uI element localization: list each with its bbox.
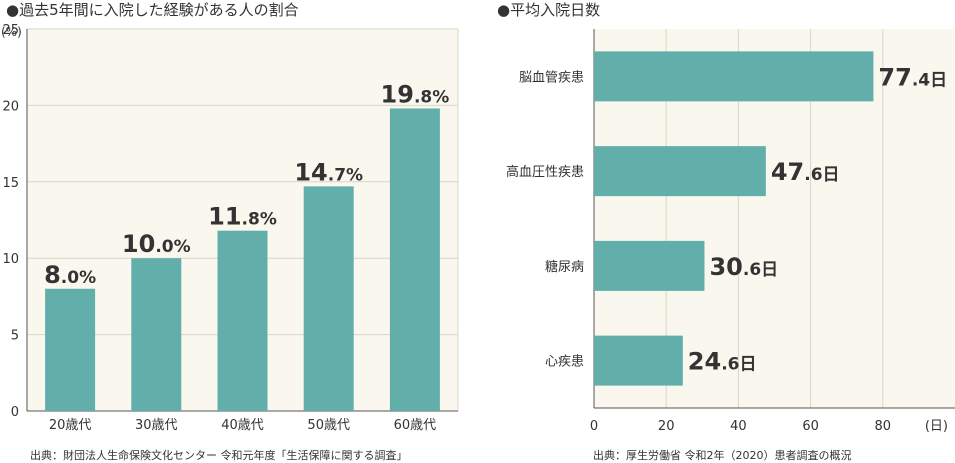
left-bar [303, 186, 354, 411]
right-y-tick-label: 脳血管疾患 [519, 70, 584, 85]
left-chart-title: ●過去5年間に入院した経験がある人の割合 [6, 1, 299, 19]
left-bar [217, 230, 268, 411]
right-chart-title: ●平均入院日数 [497, 1, 601, 19]
right-x-tick-label: 40 [730, 419, 747, 434]
left-bar-value-label: 11.8% [208, 203, 277, 231]
right-y-tick-label: 高血圧性疾患 [506, 164, 584, 180]
right-bar-value-label: 24.6日 [688, 348, 757, 376]
left-x-tick-label: 60歳代 [394, 418, 437, 433]
left-bar-value-label: 10.0% [122, 230, 191, 258]
left-y-unit-label: (%) [1, 25, 22, 39]
left-bar [131, 258, 182, 411]
right-bar [594, 146, 766, 197]
left-y-tick-label: 10 [2, 252, 19, 267]
left-y-tick-label: 15 [2, 176, 19, 191]
left-x-tick-label: 40歳代 [221, 418, 264, 433]
left-bar-value-label: 19.8% [381, 80, 450, 108]
right-bar [594, 240, 705, 291]
left-x-tick-label: 30歳代 [135, 418, 178, 433]
right-bar [594, 335, 683, 386]
left-y-tick-label: 0 [11, 405, 19, 420]
right-x-tick-label: 60 [802, 419, 819, 434]
left-source-note: 出典：財団法人生命保険文化センター 令和元年度「生活保障に関する調査」 [30, 449, 408, 462]
right-bar-value-label: 47.6日 [771, 158, 840, 186]
left-x-tick-label: 50歳代 [307, 418, 350, 433]
left-y-tick-label: 5 [11, 329, 19, 344]
right-bar [594, 51, 874, 102]
left-y-tick-label: 25 [2, 23, 19, 38]
right-x-unit-label: (日) [925, 419, 948, 434]
right-bar-value-label: 30.6日 [709, 253, 778, 281]
left-x-tick-label: 20歳代 [49, 418, 92, 433]
right-bar-value-label: 77.4日 [878, 63, 947, 91]
right-x-tick-label: 80 [875, 419, 892, 434]
left-bar-value-label: 14.7% [294, 158, 363, 186]
right-y-tick-label: 糖尿病 [545, 259, 584, 275]
right-x-tick-label: 20 [658, 419, 675, 434]
right-y-tick-label: 心疾患 [545, 355, 584, 370]
right-source-note: 出典：厚生労働省 令和2年（2020）患者調査の概況 [593, 449, 852, 462]
left-y-tick-label: 20 [2, 99, 19, 114]
right-x-tick-label: 0 [590, 419, 598, 434]
left-bar-value-label: 8.0% [44, 261, 96, 289]
left-bar [389, 108, 440, 412]
left-bar [45, 288, 96, 411]
